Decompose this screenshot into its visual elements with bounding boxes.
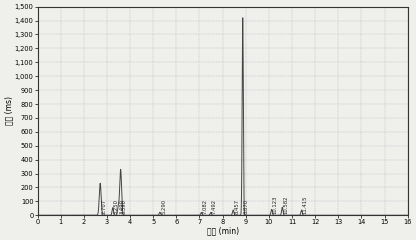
X-axis label: 时间 (min): 时间 (min) (207, 227, 239, 236)
Text: 7.082: 7.082 (203, 199, 208, 214)
Text: 7.492: 7.492 (212, 199, 217, 214)
Text: 5.290: 5.290 (161, 199, 166, 214)
Text: 3.490: 3.490 (119, 199, 124, 214)
Text: 11.415: 11.415 (303, 195, 308, 214)
Y-axis label: 强度 (ms): 强度 (ms) (4, 96, 13, 126)
Text: 8.870: 8.870 (244, 199, 249, 214)
Text: 10.123: 10.123 (273, 196, 278, 214)
Text: 8.457: 8.457 (234, 199, 239, 214)
Text: 2.707: 2.707 (102, 199, 106, 214)
Text: 3.590: 3.590 (122, 199, 127, 214)
Text: 10.582: 10.582 (283, 195, 288, 214)
Text: 3.250: 3.250 (114, 199, 119, 214)
